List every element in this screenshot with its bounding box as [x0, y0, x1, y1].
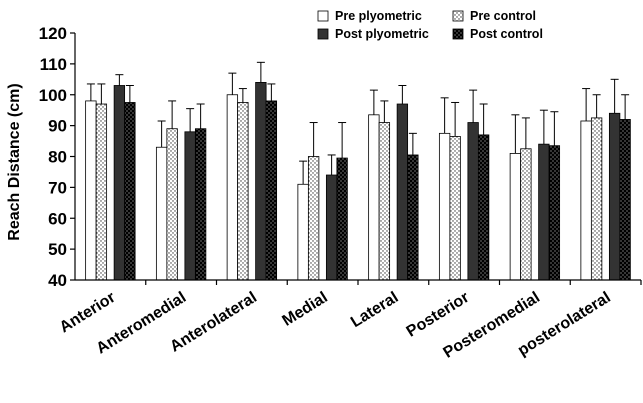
y-tick-label: 50: [48, 240, 67, 259]
x-tick-label: Medial: [280, 289, 331, 330]
bar: [608, 112, 621, 281]
bar: [255, 82, 267, 281]
bar: [194, 128, 207, 281]
bar: [265, 100, 278, 281]
bar: [520, 148, 532, 281]
bar: [237, 102, 249, 281]
y-axis-title: Reach Distance (cm): [6, 83, 23, 240]
bar: [449, 136, 461, 281]
bar: [580, 120, 592, 281]
y-tick-label: 120: [39, 24, 67, 43]
bar: [226, 94, 239, 281]
legend: Pre plyometric Pre control Post plyometric…: [317, 9, 543, 41]
bar: [368, 114, 380, 281]
y-tick-label: 110: [40, 55, 67, 74]
bar: [467, 122, 479, 281]
x-tick-label: Lateral: [348, 289, 402, 331]
bar: [509, 153, 522, 281]
legend-label: Pre plyometric: [335, 9, 422, 23]
legend-swatch: [452, 10, 464, 22]
bar: [396, 103, 409, 281]
bar: [166, 128, 178, 281]
y-axis: 40 50 60 70 80 90 100 110 120: [39, 24, 76, 290]
legend-label: Pre control: [470, 9, 536, 23]
y-tick-label: 100: [39, 86, 67, 105]
y-tick-label: 90: [48, 117, 67, 136]
bar: [184, 131, 196, 281]
bar: [477, 134, 490, 281]
y-tick-label: 40: [48, 271, 67, 290]
bar: [95, 103, 108, 281]
y-tick-label: 80: [48, 148, 67, 167]
bar: [307, 156, 320, 281]
bar: [590, 117, 603, 281]
bar: [85, 100, 97, 281]
legend-label: Post control: [470, 27, 543, 41]
bar: [438, 132, 451, 281]
bar: [124, 102, 136, 281]
bar: [336, 157, 348, 281]
bar: [325, 174, 338, 281]
bar: [548, 145, 561, 281]
bar: [113, 85, 126, 281]
bar: [378, 122, 391, 281]
legend-swatch: [317, 28, 329, 40]
y-tick-label: 70: [48, 178, 67, 197]
x-tick-label: Anterior: [57, 289, 119, 336]
y-tick-label: 60: [48, 209, 67, 228]
legend-swatch: [317, 10, 329, 22]
legend-swatch: [452, 28, 464, 40]
bar: [407, 154, 419, 281]
bar: [155, 146, 168, 281]
bar: [538, 143, 550, 281]
bar: [619, 119, 631, 281]
bars: [85, 61, 631, 281]
bar: [297, 183, 309, 281]
legend-label: Post plyometric: [335, 27, 429, 41]
